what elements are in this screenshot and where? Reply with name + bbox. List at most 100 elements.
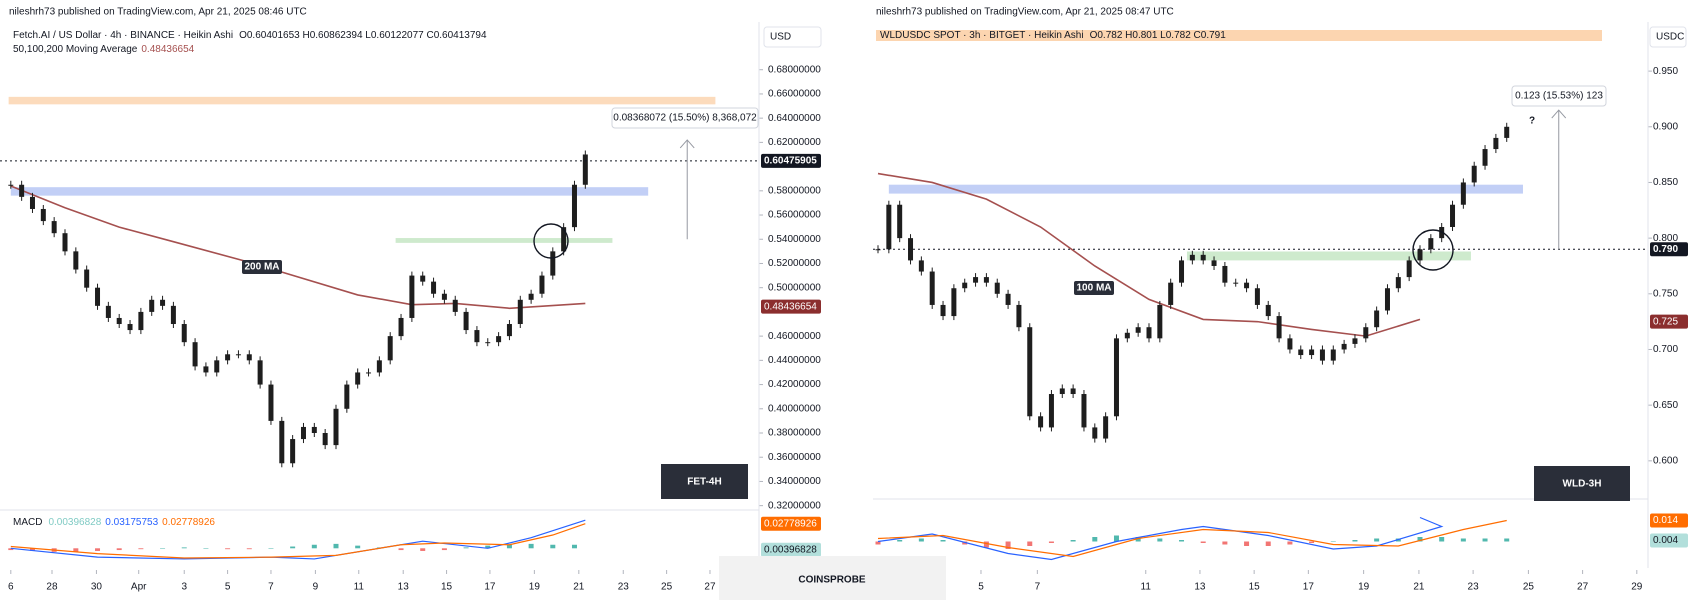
candle (1189, 254, 1195, 261)
x-tick-label: 30 (91, 582, 103, 593)
candle (1298, 349, 1304, 356)
candle (279, 420, 285, 464)
y-tick-label: 0.900 (1653, 121, 1678, 132)
macd-histogram-bar (1504, 538, 1510, 542)
y-tick-label: 0.42000000 (768, 379, 821, 390)
moving-average (10, 185, 586, 310)
x-tick-label: 11 (1141, 582, 1152, 593)
macd-histogram-bar (1048, 541, 1054, 543)
candle (1048, 394, 1054, 428)
y-tick-label: 0.700 (1653, 344, 1678, 355)
macd-histogram-bar (897, 540, 903, 542)
brand: COINSPROBE (798, 575, 866, 586)
candle (994, 282, 1000, 294)
macd-histogram-bar (1330, 541, 1336, 542)
indicator-legend: 50,100,200 Moving Average 0.48436654 (13, 44, 195, 55)
macd-signal-value: 0.02778926 (162, 517, 215, 528)
candle (474, 330, 480, 343)
question-mark: ? (1529, 116, 1535, 127)
x-tick-label: 15 (441, 582, 453, 593)
macd-hist-value: 0.00396828 (48, 517, 101, 528)
candle (1222, 265, 1228, 283)
candle (257, 360, 263, 385)
x-tick-label: 21 (1413, 582, 1425, 593)
timeframe-watermark-box (661, 464, 748, 499)
ohlc-values: O0.60401653 H0.60862394 L0.60122077 C0.6… (239, 30, 487, 41)
candle (539, 275, 545, 294)
published-note: nileshrh73 published on TradingView.com,… (876, 7, 1174, 18)
x-tick-label: 11 (354, 582, 365, 593)
macd-signal-badge (761, 516, 821, 531)
last-price-badge (761, 153, 821, 168)
candle (1330, 349, 1336, 361)
macd-histogram-bar (1244, 541, 1250, 546)
macd-histogram-bar (246, 548, 252, 550)
x-tick-label: 7 (268, 582, 274, 593)
x-tick-label: 13 (1194, 582, 1206, 593)
macd-histogram-bar (268, 548, 274, 549)
candle (908, 238, 914, 261)
zone (888, 184, 1523, 194)
candle (1309, 349, 1315, 356)
macd-histogram-bar (571, 544, 577, 549)
candle (1059, 388, 1065, 395)
candle (1200, 254, 1206, 261)
candle (1482, 149, 1488, 166)
indicator-value: 0.48436654 (141, 44, 194, 55)
candle (235, 354, 241, 356)
macd-histogram-bar (138, 548, 144, 550)
measure-arrowhead (679, 139, 695, 149)
candle (1352, 338, 1358, 344)
candle (582, 154, 588, 185)
macd-histogram-bar (1027, 541, 1033, 546)
macd-signal-badge (1650, 513, 1688, 528)
candle (344, 384, 350, 409)
macd-histogram-bar (225, 548, 231, 550)
macd-histogram-bar (485, 545, 491, 549)
symbol-name: Fetch.AI / US Dollar · 4h · BINANCE · He… (13, 30, 233, 41)
ma-label: 100 MA (1076, 283, 1111, 294)
macd-histogram-bar (550, 544, 556, 549)
macd-line-value: 0.03175753 (105, 517, 158, 528)
x-tick-label: 25 (1523, 582, 1535, 593)
candle (51, 221, 57, 234)
ma-badge (761, 299, 821, 314)
macd-name: MACD (13, 517, 42, 528)
zone (395, 238, 613, 243)
candle (1070, 388, 1076, 395)
candle (170, 305, 176, 325)
x-tick-label: 3 (181, 582, 187, 593)
candle (940, 304, 946, 317)
macd-histogram-bar (1222, 541, 1228, 545)
indicator-name: 50,100,200 Moving Average (13, 44, 138, 55)
x-tick-label: 23 (1468, 582, 1480, 593)
x-tick-label: 5 (978, 582, 984, 593)
x-tick-label: 23 (618, 582, 630, 593)
y-tick-label: 0.750 (1653, 288, 1678, 299)
macd-histogram-bar (940, 540, 946, 542)
candle (528, 293, 534, 300)
candle (387, 336, 393, 361)
y-tick-label: 0.950 (1653, 66, 1678, 77)
candle (1113, 338, 1119, 417)
y-tick-label: 0.32000000 (768, 500, 821, 511)
candle (19, 184, 25, 197)
y-tick-label: 0.64000000 (768, 113, 821, 124)
macd-histogram-bar (1352, 540, 1358, 542)
candle (1179, 260, 1185, 283)
measure-label: 0.123 (15.53%) 123 (1515, 91, 1603, 102)
macd-histogram-bar (1179, 540, 1185, 542)
candle (897, 204, 903, 239)
candle (1276, 316, 1282, 339)
macd-histogram-bar (463, 547, 469, 549)
zone (1186, 251, 1471, 261)
last-price-label: 0.60475905 (764, 155, 817, 166)
candle (181, 324, 187, 343)
macd-hist-badge-label: 0.004 (1653, 535, 1678, 546)
macd-histogram-bar (1113, 535, 1119, 542)
signal-line (877, 519, 1507, 558)
measure-label: 0.08368072 (15.50%) 8,368,072 (613, 113, 757, 124)
candle (1384, 288, 1390, 311)
candle (1428, 238, 1434, 250)
